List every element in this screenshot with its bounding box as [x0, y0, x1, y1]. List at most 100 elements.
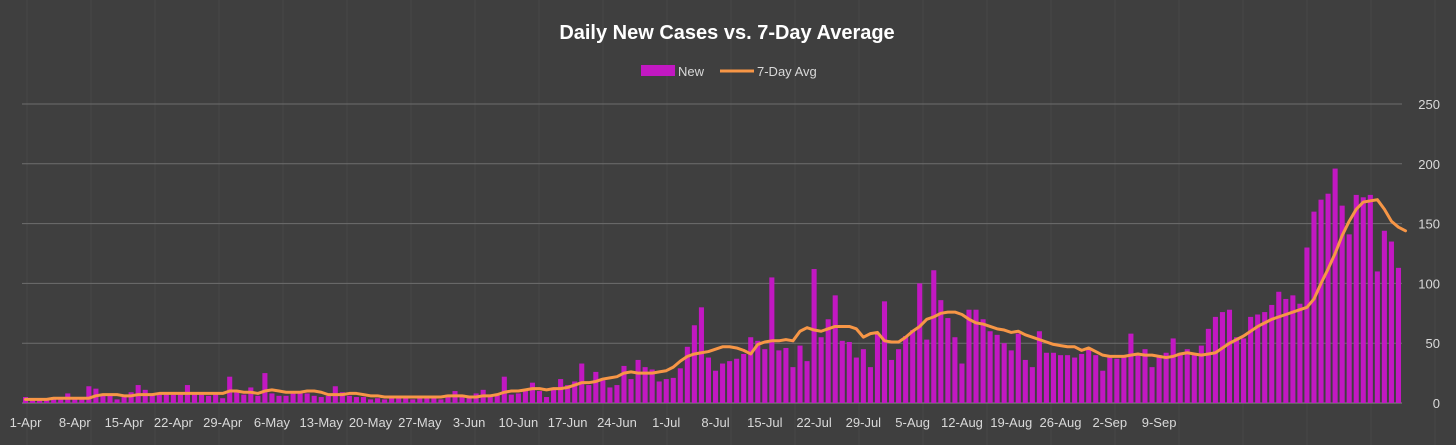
bar [1360, 197, 1366, 403]
bar [551, 387, 557, 403]
bar [1395, 267, 1402, 403]
bar [100, 394, 106, 403]
bar [959, 363, 965, 403]
y-tick-label: 150 [1418, 217, 1440, 232]
bar [276, 395, 282, 403]
x-tick-label: 1-Jul [652, 415, 680, 430]
bar [741, 353, 747, 403]
y-tick-label: 200 [1418, 157, 1440, 172]
bar [727, 361, 733, 403]
bar [839, 340, 845, 403]
bar [1212, 316, 1218, 403]
bar [1114, 358, 1120, 403]
bar [403, 397, 409, 403]
bar [1276, 291, 1282, 403]
bar [1297, 303, 1303, 403]
bar-series-new [22, 168, 1402, 403]
line-series-7-day-avg [24, 198, 1408, 401]
x-tick-label: 10-Jun [499, 415, 539, 430]
bar [494, 393, 500, 403]
x-axis-ticks: 1-Apr 8-Apr 15-Apr 22-Apr 29-Apr 6-May 13-May 2… [10, 415, 1177, 430]
bar [1093, 355, 1099, 403]
bar [156, 393, 162, 403]
bar [431, 398, 437, 403]
bar [382, 399, 388, 403]
x-tick-label: 20-May [349, 415, 393, 430]
bar [1198, 345, 1204, 403]
bar [649, 369, 655, 403]
bar [1043, 352, 1049, 403]
bar [572, 381, 578, 403]
bar [903, 336, 909, 403]
bar [191, 393, 198, 403]
bar [1205, 328, 1211, 403]
bar [1107, 357, 1113, 403]
bar [1079, 353, 1085, 403]
bar [600, 380, 606, 403]
bar [565, 385, 571, 403]
bar [114, 399, 120, 403]
bar [1381, 230, 1387, 403]
bar [896, 349, 902, 403]
bar [860, 349, 866, 403]
bar [980, 319, 986, 403]
legend-label-avg: 7-Day Avg [757, 64, 817, 79]
bar [424, 395, 430, 403]
bar [241, 394, 247, 403]
x-tick-label: 13-May [300, 415, 344, 430]
bar [628, 379, 634, 403]
bar [389, 395, 395, 403]
x-tick-label: 1-Apr [10, 415, 42, 430]
bar [121, 397, 127, 403]
bar [290, 391, 296, 403]
bar [656, 381, 662, 403]
bar [360, 397, 367, 403]
bar [1149, 367, 1155, 403]
bar [874, 333, 880, 403]
bar [51, 397, 57, 403]
bar [1332, 168, 1338, 403]
bar [213, 393, 219, 403]
bar [86, 386, 92, 403]
bar [818, 337, 824, 403]
bar [1100, 370, 1106, 403]
bar [128, 392, 134, 403]
bar [1248, 316, 1254, 403]
bar [410, 399, 416, 403]
x-tick-label: 22-Jul [796, 415, 832, 430]
x-tick-label: 8-Apr [59, 415, 91, 430]
x-tick-label: 27-May [398, 415, 442, 430]
bar [755, 340, 761, 403]
bar [734, 358, 740, 403]
bar [325, 395, 331, 403]
bar [1269, 304, 1275, 403]
bar [1262, 312, 1268, 403]
bar [663, 379, 669, 403]
bar [973, 309, 979, 403]
bar [1367, 194, 1373, 403]
chart-title: Daily New Cases vs. 7-Day Average [559, 22, 894, 44]
bar [30, 399, 36, 403]
bar [1001, 343, 1007, 403]
bar [1156, 355, 1162, 403]
bar [1325, 193, 1331, 403]
bar [1346, 234, 1352, 403]
bar [375, 398, 381, 403]
bar [438, 399, 444, 403]
bar [1065, 355, 1071, 403]
bar [677, 368, 683, 403]
bar [1241, 338, 1247, 403]
bar [867, 367, 873, 403]
bar [177, 392, 183, 403]
x-tick-label: 9-Sep [1142, 415, 1177, 430]
bar [945, 318, 951, 403]
bar [804, 361, 810, 403]
x-tick-label: 24-Jun [597, 415, 637, 430]
x-tick-label: 19-Aug [990, 415, 1032, 430]
bar [938, 300, 944, 403]
bar [748, 337, 754, 403]
bar [1142, 349, 1148, 403]
bar [515, 393, 521, 403]
bar [924, 339, 930, 403]
